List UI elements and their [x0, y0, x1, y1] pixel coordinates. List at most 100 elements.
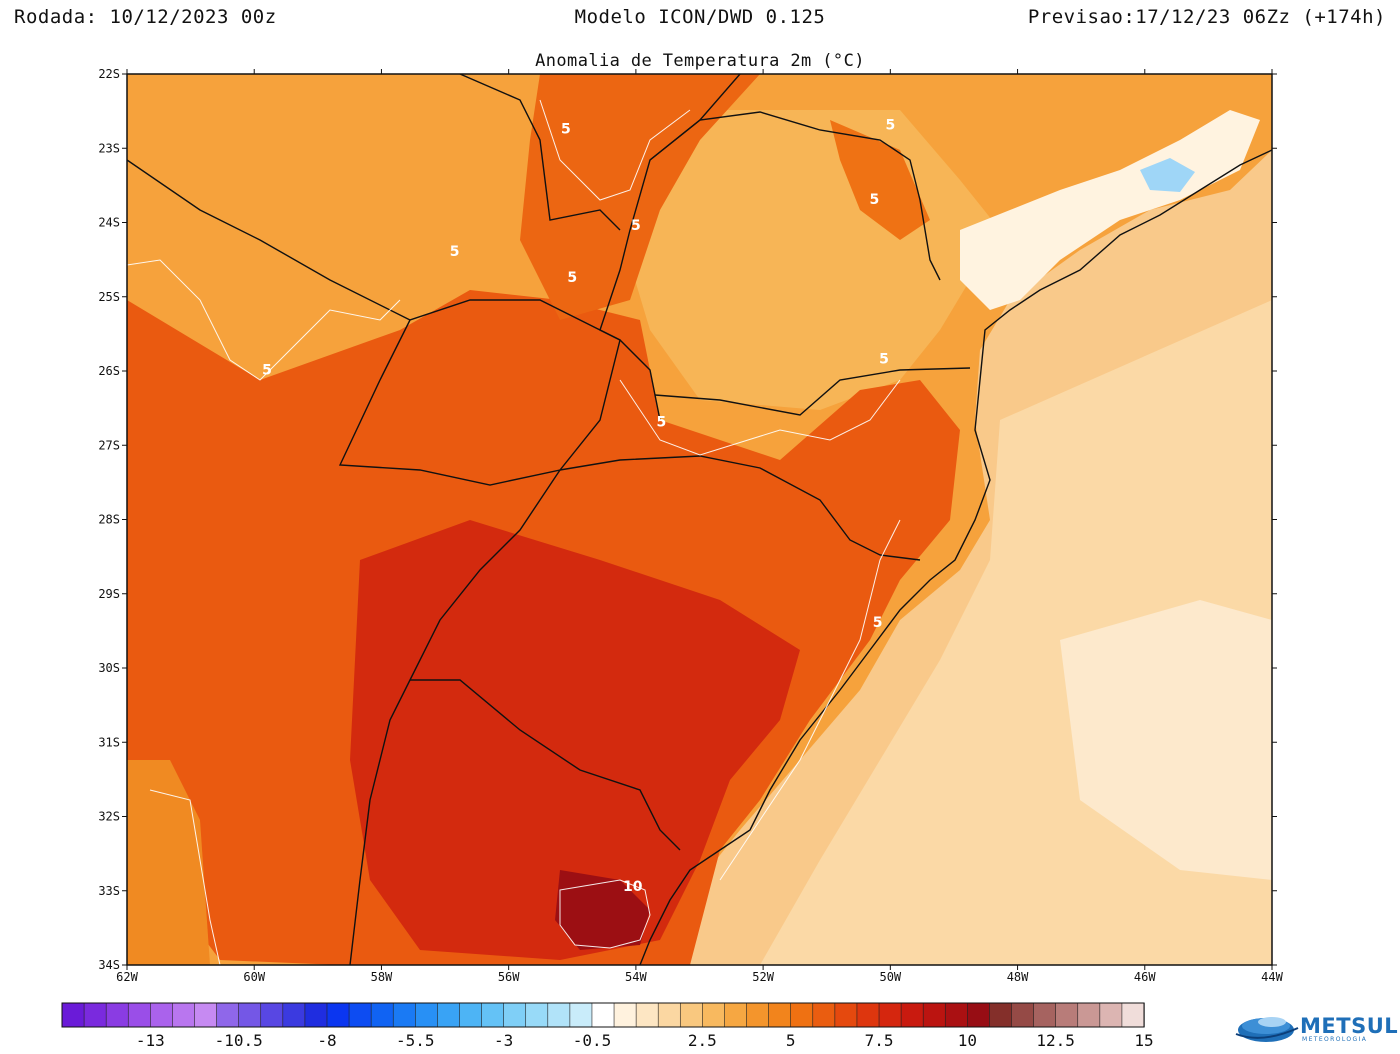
colorbar-swatch [613, 1002, 637, 1028]
lat-label: 27S [98, 438, 120, 452]
contour-5-southwest [149, 789, 221, 965]
lat-label: 29S [98, 587, 120, 601]
neutral-zone [960, 110, 1260, 310]
colorbar-swatch [702, 1002, 726, 1028]
colorbar-swatch [326, 1002, 350, 1028]
contour-value-label: 5 [870, 192, 880, 208]
colorbar-swatch [1121, 1002, 1145, 1028]
colorbar-swatch [392, 1002, 417, 1028]
lon-label: 54W [625, 970, 647, 984]
colorbar-label: 15 [1134, 1031, 1153, 1050]
contour-5-west [127, 259, 401, 381]
state-border-sp-pr [649, 111, 941, 281]
lon-label: 48W [1007, 970, 1029, 984]
colorbar-swatch [679, 1002, 704, 1028]
contour-value-label: 5 [885, 118, 895, 134]
colorbar-label: -13 [136, 1031, 165, 1050]
colorbar-label: 12.5 [1036, 1031, 1075, 1050]
colorbar-swatch [415, 1002, 439, 1028]
colorbar-frame [61, 1002, 1145, 1028]
colorbar-swatch [944, 1002, 969, 1028]
colorbar-label: -10.5 [215, 1031, 263, 1050]
colorbar-swatch [194, 1002, 218, 1028]
colorbar-label: 2.5 [688, 1031, 717, 1050]
contour-5-north [539, 99, 691, 201]
state-border-sc-rs [559, 455, 921, 561]
colorbar-swatch [348, 1002, 372, 1028]
cold-spot [1140, 158, 1195, 192]
colorbar-swatch [105, 1002, 129, 1028]
forecast-time-label: Previsao:17/12/23 06Zz (+174h) [1027, 6, 1386, 28]
colorbar-swatch [1099, 1002, 1123, 1028]
coolest-ocean [1060, 600, 1272, 880]
lon-label: 46W [1134, 970, 1156, 984]
colorbar [61, 1002, 1145, 1028]
contour-value-label: 5 [656, 415, 666, 431]
colorbar-swatch [260, 1002, 284, 1028]
lon-label: 60W [243, 970, 265, 984]
logo-subtitle: METEOROLOGIA [1302, 1036, 1368, 1043]
state-border-pr-sc [654, 367, 971, 416]
contour-5-east [619, 379, 901, 456]
lat-label: 33S [98, 884, 120, 898]
colorbar-labels: -13 -10.5 -8 -5.5 -3 -0.5 2.5 5 7.5 10 12.5 15 [136, 1031, 1154, 1050]
lon-label: 50W [879, 970, 901, 984]
colorbar-swatch [282, 1002, 306, 1028]
colorbar-swatch [83, 1002, 107, 1028]
colorbar-swatch [922, 1002, 946, 1028]
lon-label: 58W [371, 970, 393, 984]
contour-value-label: 5 [567, 270, 577, 286]
colorbar-swatch [370, 1002, 394, 1028]
ms-border [459, 74, 621, 231]
lat-label: 34S [98, 958, 120, 972]
colorbar-swatch [768, 1002, 792, 1028]
contour-value-label: 5 [262, 363, 272, 379]
logo-text: METSUL [1300, 1014, 1399, 1038]
colorbar-swatch [437, 1002, 461, 1028]
colorbar-swatch [238, 1002, 262, 1028]
globe-icon [1235, 1017, 1299, 1042]
lat-label: 25S [98, 290, 120, 304]
metsul-logo: METSUL METEOROLOGIA [1232, 1004, 1400, 1052]
lon-label: 62W [116, 970, 138, 984]
lat-label: 23S [98, 141, 120, 155]
colorbar-swatch [967, 1002, 991, 1028]
contour-5-coast [719, 519, 901, 881]
colorbar-swatch [61, 1002, 85, 1028]
colorbar-label: 7.5 [865, 1031, 894, 1050]
longitude-axis: 62W 60W 58W 56W 54W 52W 50W 48W 46W 44W [116, 69, 1284, 984]
colorbar-label: -0.5 [573, 1031, 612, 1050]
hot-patch [830, 120, 930, 240]
colorbar-swatch [657, 1002, 681, 1028]
colorbar-swatch [746, 1002, 770, 1028]
border-lines [127, 74, 1272, 965]
model-name-label: Modelo ICON/DWD 0.125 [574, 6, 826, 28]
uruguay-brazil-border [410, 679, 681, 851]
colorbar-swatch [150, 1002, 174, 1028]
temperature-field [127, 74, 1272, 965]
west-edge [127, 760, 210, 965]
colorbar-label: -3 [494, 1031, 513, 1050]
lon-label: 52W [752, 970, 774, 984]
colorbar-swatch [1011, 1002, 1035, 1028]
colorbar-swatch [216, 1002, 240, 1028]
lat-label: 26S [98, 364, 120, 378]
contour-10 [559, 879, 651, 949]
colorbar-swatch [525, 1002, 549, 1028]
colorbar-swatch [1055, 1002, 1079, 1028]
colorbar-swatch [569, 1002, 593, 1028]
colorbar-swatch [172, 1002, 196, 1028]
colorbar-swatch [459, 1002, 483, 1028]
lat-label: 32S [98, 810, 120, 824]
lat-label: 22S [98, 67, 120, 81]
colorbar-label: 5 [786, 1031, 796, 1050]
contour-value-label: 5 [561, 121, 571, 137]
colorbar-swatch [790, 1002, 814, 1028]
colorbar-swatch [127, 1002, 152, 1028]
colorbar-swatch [635, 1002, 659, 1028]
contour-value-label: 5 [879, 352, 889, 368]
latitude-axis: 22S 23S 24S 25S 26S 27S 28S 29S 30S 31S 32S 33S 34S [98, 67, 1277, 972]
contour-value-label: 5 [450, 244, 460, 260]
lat-label: 28S [98, 513, 120, 527]
